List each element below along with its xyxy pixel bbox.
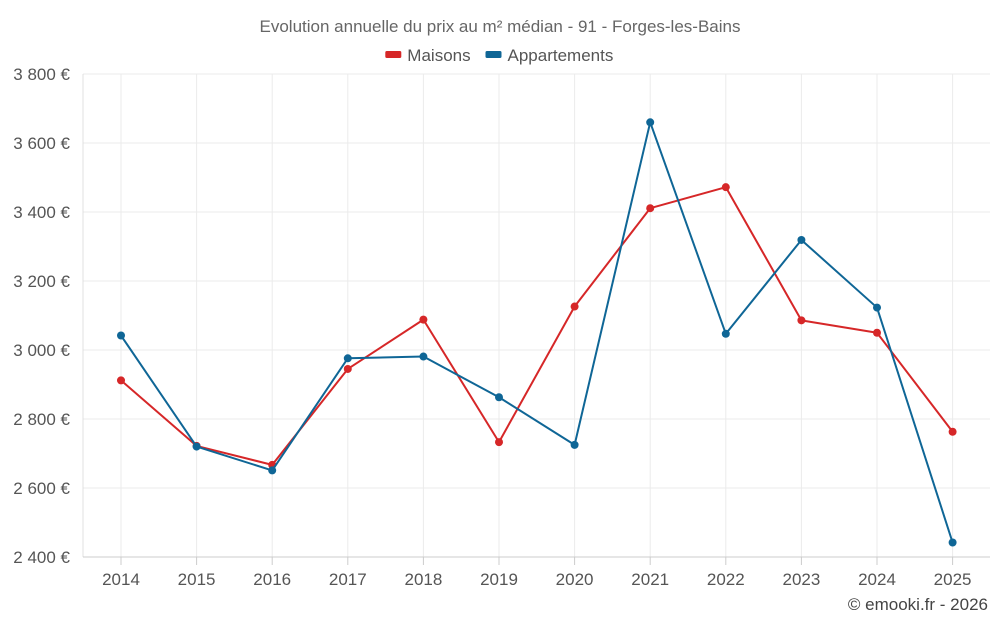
data-point[interactable]: [343, 364, 352, 373]
data-point[interactable]: [343, 354, 352, 363]
x-tick-label: 2014: [102, 570, 140, 589]
data-point[interactable]: [797, 316, 806, 325]
data-point[interactable]: [646, 118, 655, 127]
legend-swatch: [385, 51, 402, 58]
chart-title: Evolution annuelle du prix au m² médian …: [260, 17, 741, 36]
data-point[interactable]: [721, 183, 730, 192]
data-point[interactable]: [419, 352, 428, 361]
y-tick-label: 3 400 €: [13, 203, 70, 222]
y-tick-label: 3 200 €: [13, 272, 70, 291]
series-maisons: [117, 183, 957, 469]
data-point[interactable]: [268, 466, 277, 475]
data-point[interactable]: [721, 329, 730, 338]
credit-label: © emooki.fr - 2026: [848, 595, 988, 614]
x-tick-label: 2024: [858, 570, 896, 589]
y-tick-label: 2 400 €: [13, 548, 70, 567]
data-point[interactable]: [419, 315, 428, 324]
data-point[interactable]: [570, 440, 579, 449]
y-tick-label: 3 000 €: [13, 341, 70, 360]
x-tick-label: 2018: [404, 570, 442, 589]
x-tick-label: 2019: [480, 570, 518, 589]
data-point[interactable]: [797, 235, 806, 244]
data-point[interactable]: [117, 376, 125, 385]
series-group: [117, 118, 957, 547]
data-point[interactable]: [495, 438, 503, 447]
grid: [83, 73, 990, 558]
legend: Maisons Appartements: [385, 46, 613, 65]
legend-label: Appartements: [508, 46, 614, 65]
x-tick-label: 2021: [631, 570, 669, 589]
x-tick-label: 2016: [253, 570, 291, 589]
y-tick-label: 2 600 €: [13, 479, 70, 498]
axes: 3 800 € 3 600 € 3 400 € 3 200 € 3 000 € 2 800…: [13, 65, 990, 589]
y-tick-label: 3 800 €: [13, 65, 70, 84]
x-tick-label: 2025: [934, 570, 972, 589]
data-point[interactable]: [948, 427, 957, 436]
legend-item-maisons[interactable]: Maisons: [385, 46, 471, 65]
series-line[interactable]: [120, 121, 954, 543]
x-tick-label: 2017: [329, 570, 367, 589]
y-tick-label: 2 800 €: [13, 410, 70, 429]
x-tick-label: 2023: [782, 570, 820, 589]
legend-label: Maisons: [407, 46, 470, 65]
data-point[interactable]: [948, 538, 957, 547]
legend-item-appartements[interactable]: Appartements: [485, 46, 614, 65]
series-line[interactable]: [120, 186, 954, 466]
y-tick-label: 3 600 €: [13, 134, 70, 153]
data-point[interactable]: [570, 302, 579, 311]
data-point[interactable]: [495, 393, 503, 402]
data-point[interactable]: [117, 331, 125, 340]
series-appartements: [117, 118, 957, 547]
data-point[interactable]: [873, 303, 881, 312]
data-point[interactable]: [873, 328, 881, 337]
data-point[interactable]: [646, 204, 655, 213]
x-tick-label: 2020: [556, 570, 594, 589]
legend-swatch: [485, 51, 502, 58]
x-tick-label: 2022: [707, 570, 745, 589]
x-tick-label: 2015: [178, 570, 216, 589]
data-point[interactable]: [192, 442, 201, 451]
